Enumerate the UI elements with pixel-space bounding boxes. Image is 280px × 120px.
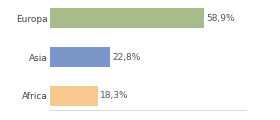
Text: 58,9%: 58,9% — [206, 14, 235, 23]
Text: 18,3%: 18,3% — [100, 91, 129, 100]
Bar — [50, 8, 204, 28]
Text: 22,8%: 22,8% — [112, 53, 141, 62]
Bar — [50, 47, 110, 67]
Bar — [50, 86, 98, 106]
